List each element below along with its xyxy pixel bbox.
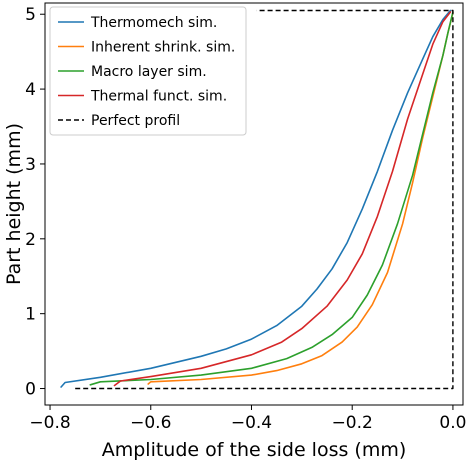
- legend-label: Thermal funct. sim.: [90, 89, 227, 105]
- x-tick-label: −0.4: [231, 413, 272, 433]
- series-line-5: [75, 9, 454, 390]
- series-line-3: [89, 11, 454, 386]
- x-tick-label: −0.8: [29, 413, 70, 433]
- legend-box: [49, 6, 247, 136]
- legend-label: Thermomech sim.: [90, 15, 217, 31]
- x-tick-label: −0.2: [332, 413, 373, 433]
- y-axis-ticks: 0 1 2 3 4 5: [25, 5, 45, 400]
- x-axis-ticks: −0.8 −0.6 −0.4 −0.2 0.0: [29, 405, 466, 433]
- y-tick-label: 4: [25, 80, 36, 100]
- y-tick-label: 3: [25, 155, 36, 175]
- series-line-2: [147, 11, 454, 385]
- legend: Thermomech sim. Inherent shrink. sim. Macr…: [49, 6, 247, 136]
- legend-label: Perfect profil: [91, 113, 180, 129]
- plot-frame: [44, 2, 464, 406]
- x-axis-title: Amplitude of the side loss (mm): [102, 439, 407, 461]
- y-tick-label: 1: [25, 305, 36, 325]
- x-tick-label: −0.6: [130, 413, 171, 433]
- legend-label: Inherent shrink. sim.: [91, 40, 235, 56]
- y-tick-label: 5: [25, 5, 36, 25]
- legend-label: Macro layer sim.: [91, 64, 207, 80]
- series-layer: [60, 9, 454, 390]
- y-axis-title: Part height (mm): [3, 123, 25, 285]
- series-line-1: [60, 9, 452, 388]
- y-tick-label: 2: [25, 230, 36, 250]
- series-line-4: [113, 11, 452, 387]
- y-tick-label: 0: [25, 380, 36, 400]
- x-tick-label: 0.0: [439, 413, 466, 433]
